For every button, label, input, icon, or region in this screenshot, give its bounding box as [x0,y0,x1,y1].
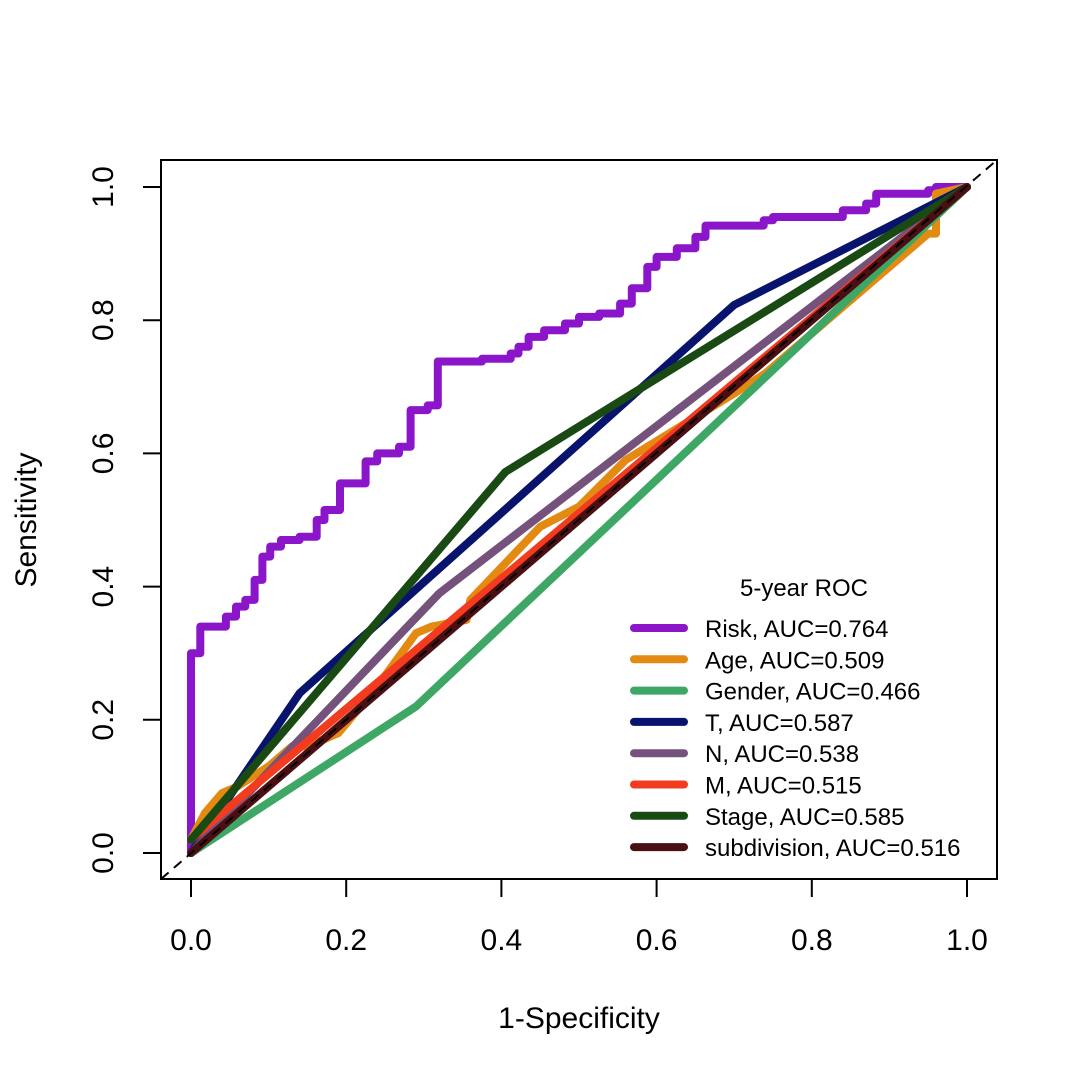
legend-label-t: T, AUC=0.587 [705,710,854,737]
y-axis: 0.0 0.2 0.4 0.6 0.8 1.0 [87,166,162,874]
legend-label-risk: Risk, AUC=0.764 [705,616,888,643]
legend-label-m: M, AUC=0.515 [705,773,862,800]
y-tick-label: 0.6 [87,433,120,475]
legend-label-n: N, AUC=0.538 [705,741,859,768]
legend: 5-year ROC Risk, AUC=0.764 Age, AUC=0.509… [630,575,961,862]
y-tick-label: 0.0 [87,832,120,874]
reference-diagonal-line [160,159,998,880]
y-tick-label: 0.8 [87,299,120,341]
legend-label-stage: Stage, AUC=0.585 [705,804,904,831]
x-tick-label: 0.6 [636,924,678,957]
x-tick-label: 0.2 [325,924,367,957]
legend-label-gender: Gender, AUC=0.466 [705,679,920,706]
legend-title: 5-year ROC [740,575,868,602]
x-axis: 0.0 0.2 0.4 0.6 0.8 1.0 [170,878,988,957]
legend-label-subdivision: subdivision, AUC=0.516 [705,835,961,862]
x-tick-label: 0.0 [170,924,212,957]
y-tick-label: 1.0 [87,166,120,208]
series-line-risk [187,183,971,857]
x-axis-label: 1-Specificity [498,1002,660,1035]
y-tick-label: 0.2 [87,699,120,741]
series-layer [187,183,971,857]
series-line-gender [187,183,971,857]
legend-label-age: Age, AUC=0.509 [705,647,884,674]
series-line-stage [187,183,971,844]
y-tick-label: 0.4 [87,566,120,608]
x-tick-label: 0.4 [481,924,523,957]
x-tick-label: 0.8 [791,924,833,957]
x-tick-label: 1.0 [946,924,988,957]
y-axis-label: Sensitivity [10,452,43,587]
